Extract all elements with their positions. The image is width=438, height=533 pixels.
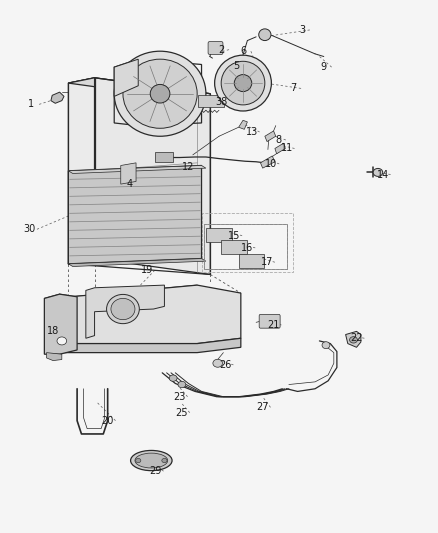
Text: 7: 7 [290, 83, 297, 93]
Text: 21: 21 [267, 320, 280, 330]
Ellipse shape [123, 59, 197, 128]
Text: 15: 15 [228, 231, 240, 241]
Ellipse shape [106, 294, 139, 324]
Text: 4: 4 [127, 179, 133, 189]
Text: 27: 27 [256, 402, 269, 413]
Ellipse shape [135, 453, 168, 468]
Text: 6: 6 [240, 46, 246, 56]
Text: 8: 8 [275, 135, 281, 145]
Ellipse shape [178, 381, 186, 387]
Text: 30: 30 [23, 224, 35, 235]
Text: 20: 20 [102, 416, 114, 426]
Text: 1: 1 [28, 99, 34, 109]
Ellipse shape [114, 51, 206, 136]
FancyBboxPatch shape [259, 314, 280, 328]
Text: 16: 16 [241, 243, 254, 253]
Polygon shape [121, 163, 136, 184]
Ellipse shape [215, 55, 272, 111]
FancyBboxPatch shape [155, 152, 173, 163]
Text: 2: 2 [218, 45, 224, 54]
Polygon shape [346, 332, 361, 348]
Polygon shape [68, 165, 201, 264]
FancyBboxPatch shape [206, 228, 232, 242]
Polygon shape [95, 78, 210, 274]
FancyBboxPatch shape [198, 95, 224, 107]
Polygon shape [44, 294, 77, 354]
Text: 26: 26 [219, 360, 232, 370]
Text: 5: 5 [233, 61, 240, 70]
Text: 19: 19 [141, 265, 153, 275]
Text: 18: 18 [47, 326, 59, 336]
Text: 14: 14 [377, 169, 389, 180]
Polygon shape [275, 143, 286, 154]
Polygon shape [53, 285, 241, 344]
Text: 3: 3 [299, 25, 305, 35]
Text: 38: 38 [215, 96, 227, 107]
Text: 29: 29 [149, 466, 162, 476]
Text: 17: 17 [261, 257, 273, 267]
FancyBboxPatch shape [208, 42, 223, 54]
Ellipse shape [57, 337, 67, 345]
Polygon shape [68, 78, 210, 99]
Text: 9: 9 [321, 62, 327, 72]
Polygon shape [265, 131, 276, 142]
Polygon shape [261, 156, 275, 168]
Polygon shape [46, 353, 62, 361]
Text: 10: 10 [265, 159, 278, 169]
Ellipse shape [350, 337, 357, 343]
Text: 13: 13 [246, 127, 258, 137]
Ellipse shape [373, 168, 383, 176]
Ellipse shape [111, 298, 135, 320]
Polygon shape [68, 259, 206, 266]
Text: 25: 25 [176, 408, 188, 418]
Polygon shape [68, 78, 95, 264]
Polygon shape [86, 285, 164, 338]
Ellipse shape [221, 61, 265, 105]
Polygon shape [51, 92, 64, 103]
Text: 22: 22 [350, 333, 363, 343]
Text: 23: 23 [173, 392, 186, 402]
Ellipse shape [136, 458, 141, 463]
Polygon shape [53, 338, 241, 353]
Ellipse shape [131, 450, 172, 471]
Text: 11: 11 [281, 143, 293, 154]
FancyBboxPatch shape [221, 240, 247, 254]
Text: 12: 12 [182, 161, 194, 172]
Ellipse shape [322, 342, 330, 349]
Ellipse shape [162, 458, 167, 463]
Polygon shape [239, 120, 247, 130]
Polygon shape [114, 59, 138, 96]
Ellipse shape [259, 29, 271, 41]
Ellipse shape [169, 375, 177, 381]
Polygon shape [68, 165, 206, 173]
Ellipse shape [150, 84, 170, 103]
Ellipse shape [234, 75, 252, 92]
FancyBboxPatch shape [239, 254, 265, 268]
Ellipse shape [213, 359, 223, 367]
